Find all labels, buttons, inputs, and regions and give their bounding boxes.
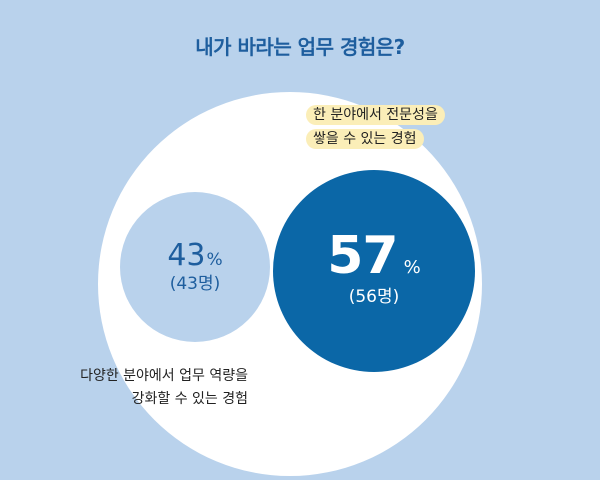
bubble-expertise-experience xyxy=(273,170,475,372)
category-label-expertise-line1: 한 분야에서 전문성을 xyxy=(306,105,445,125)
chart-title: 내가 바라는 업무 경험은? xyxy=(195,35,405,59)
category-label-expertise-line2: 쌓을 수 있는 경험 xyxy=(306,129,424,149)
category-label-diverse-line2: 강화할 수 있는 경험 xyxy=(131,391,248,407)
bubble-diverse-experience xyxy=(120,192,270,342)
category-label-diverse: 다양한 분야에서 업무 역량을 강화할 수 있는 경험 xyxy=(22,365,248,411)
count-diverse: (43명) xyxy=(169,274,221,294)
category-label-expertise: 한 분야에서 전문성을 쌓을 수 있는 경험 xyxy=(306,103,472,151)
percent-diverse: 43 xyxy=(167,238,206,273)
percent-unit-diverse: % xyxy=(206,250,223,270)
category-label-diverse-line1: 다양한 분야에서 업무 역량을 xyxy=(80,368,248,384)
percent-expertise: 57 xyxy=(327,226,398,286)
count-expertise: (56명) xyxy=(348,287,400,307)
value-label-diverse: 43% (43명) xyxy=(120,238,270,294)
value-label-expertise: 57% (56명) xyxy=(273,226,475,307)
percent-unit-expertise: % xyxy=(403,257,421,278)
